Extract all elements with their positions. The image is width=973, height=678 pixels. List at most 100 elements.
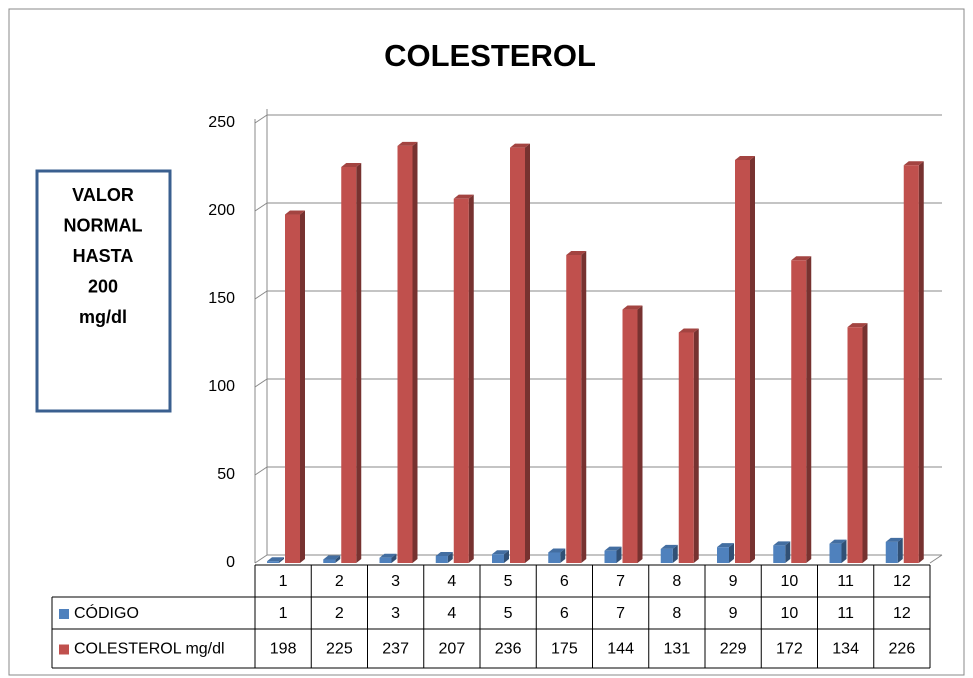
bar-side [806,256,812,563]
bar [735,159,750,563]
bar-side [391,553,397,563]
bar [660,548,673,563]
bar-top [773,541,791,546]
bar [267,561,279,563]
y-tick-label: 50 [217,466,235,483]
y-tick-label: 200 [208,202,235,219]
x-tick-label: 5 [504,573,513,590]
bar-top [791,256,812,261]
x-tick-label: 3 [391,573,400,590]
legend-key [59,609,69,619]
bar-top [660,544,678,549]
bar [323,559,336,563]
bar-side [300,210,305,563]
bar-top [678,328,699,333]
bar-top [453,194,474,199]
floor-right [929,554,943,564]
grid-line-side [254,466,268,476]
bar [341,167,357,563]
bar-side [616,546,622,563]
x-tick-label: 11 [837,573,854,590]
table-value: 8 [672,605,681,622]
table-value: 11 [837,605,854,622]
bar-side [468,194,474,563]
table-value: 236 [495,641,522,658]
x-tick-label: 12 [893,573,911,590]
table-value: 225 [326,641,353,658]
bar-side [504,550,509,563]
y-tick-label: 0 [226,554,235,571]
bar [397,145,413,563]
bar-side [785,541,791,563]
bar [604,550,617,563]
bar-top [735,155,755,160]
bar-side [412,141,418,563]
bar [829,543,842,563]
bar [566,255,582,563]
bar [903,165,919,564]
bar-side [525,143,530,563]
table-value: 4 [447,605,456,622]
bar [791,260,807,563]
bar-top [510,143,530,148]
x-tick-label: 9 [729,573,738,590]
bar [847,327,863,563]
annotation-text: VALOR [72,185,134,205]
table-value: 175 [551,641,578,658]
bar-side [729,543,734,563]
annotation-text: NORMAL [64,215,143,235]
bar-side [897,537,903,563]
annotation-text: 200 [88,276,118,296]
bar-side [637,305,643,563]
bar-top [548,548,566,553]
table-value: 198 [270,641,297,658]
table-value: 207 [439,641,466,658]
bar-top [267,557,284,562]
bar-top [566,251,587,255]
bar-side [560,548,566,563]
grid-line-side [254,114,268,124]
table-value: 229 [720,641,747,658]
bar [379,557,392,563]
bar-side [672,544,678,563]
bar [885,541,898,563]
bar-side [750,155,755,563]
bar-top [285,210,305,215]
bar [453,198,469,563]
bar-side [841,539,847,563]
bar-top [829,539,847,544]
bar-top [885,537,903,542]
bar-side [356,163,362,563]
grid-line-side [254,554,268,564]
bar-side [447,551,453,563]
table-value: 144 [607,641,634,658]
bar [510,147,525,563]
table-value: 3 [391,605,400,622]
x-tick-label: 10 [780,573,798,590]
table-value: 172 [776,641,803,658]
bar-top [604,546,622,551]
bar-side [279,557,284,563]
x-tick-label: 8 [672,573,681,590]
table-value: 237 [382,641,409,658]
bar-top [622,305,643,310]
table-value: 5 [504,605,513,622]
bar [548,552,561,563]
x-tick-label: 2 [335,573,344,590]
bar-top [847,323,868,328]
table-value: 134 [832,641,859,658]
bar-top [397,141,418,146]
table-value: 2 [335,605,344,622]
bar [622,309,638,563]
bar-side [581,251,587,563]
bar-side [862,323,868,563]
y-tick-label: 100 [208,378,235,395]
bar-top [323,555,341,560]
y-tick-label: 150 [208,290,235,307]
x-tick-label: 4 [447,573,456,590]
bar-top [717,543,734,548]
bar [285,214,300,563]
bar-top [903,161,924,166]
chart-title: COLESTEROL [384,38,596,73]
grid-line-side [254,290,268,300]
